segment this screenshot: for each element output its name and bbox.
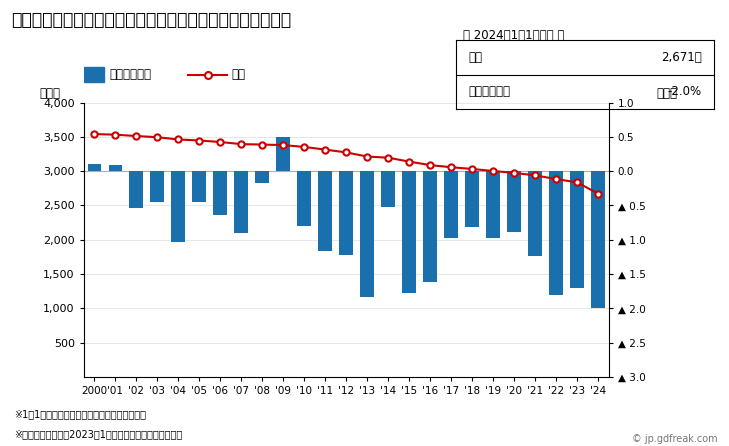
- Text: 対前年増加率: 対前年増加率: [109, 68, 152, 81]
- Bar: [150, 171, 164, 202]
- Text: 京極町の人口の推移　（住民基本台帳ベース、日本人住民）: 京極町の人口の推移 （住民基本台帳ベース、日本人住民）: [11, 11, 291, 29]
- Bar: [381, 171, 395, 207]
- Bar: [171, 171, 185, 243]
- Bar: [319, 171, 332, 252]
- Text: （％）: （％）: [656, 87, 677, 100]
- Bar: [130, 171, 143, 208]
- Text: 人口: 人口: [232, 68, 246, 81]
- Text: ※1月1日時点の外国人を除く日本人住民人口。: ※1月1日時点の外国人を除く日本人住民人口。: [15, 409, 147, 419]
- Bar: [507, 171, 521, 232]
- Bar: [529, 171, 542, 256]
- Bar: [84, 67, 104, 82]
- Text: ※市区町村の場合は2023年1月１日時点の市区町村境界。: ※市区町村の場合は2023年1月１日時点の市区町村境界。: [15, 429, 183, 439]
- Text: -2.0%: -2.0%: [667, 86, 701, 99]
- Bar: [445, 171, 458, 238]
- Bar: [235, 171, 248, 233]
- Text: 人口: 人口: [469, 51, 483, 64]
- Bar: [87, 164, 101, 171]
- Text: 2,671人: 2,671人: [660, 51, 701, 64]
- Bar: [424, 171, 437, 282]
- Text: © jp.gdfreak.com: © jp.gdfreak.com: [633, 434, 718, 444]
- Bar: [109, 165, 122, 171]
- Bar: [214, 171, 227, 215]
- Text: （人）: （人）: [39, 87, 61, 100]
- Bar: [402, 171, 416, 293]
- Bar: [591, 171, 605, 308]
- Bar: [360, 171, 374, 297]
- Text: 【 2024年1月1日時点 】: 【 2024年1月1日時点 】: [463, 29, 564, 42]
- Bar: [465, 171, 479, 227]
- Bar: [255, 171, 269, 183]
- Bar: [192, 171, 206, 202]
- Bar: [340, 171, 353, 256]
- Bar: [276, 137, 290, 171]
- Bar: [550, 171, 563, 295]
- Text: 対前年増減率: 対前年増減率: [469, 86, 510, 99]
- Bar: [486, 171, 500, 238]
- Bar: [570, 171, 584, 288]
- Bar: [297, 171, 311, 226]
